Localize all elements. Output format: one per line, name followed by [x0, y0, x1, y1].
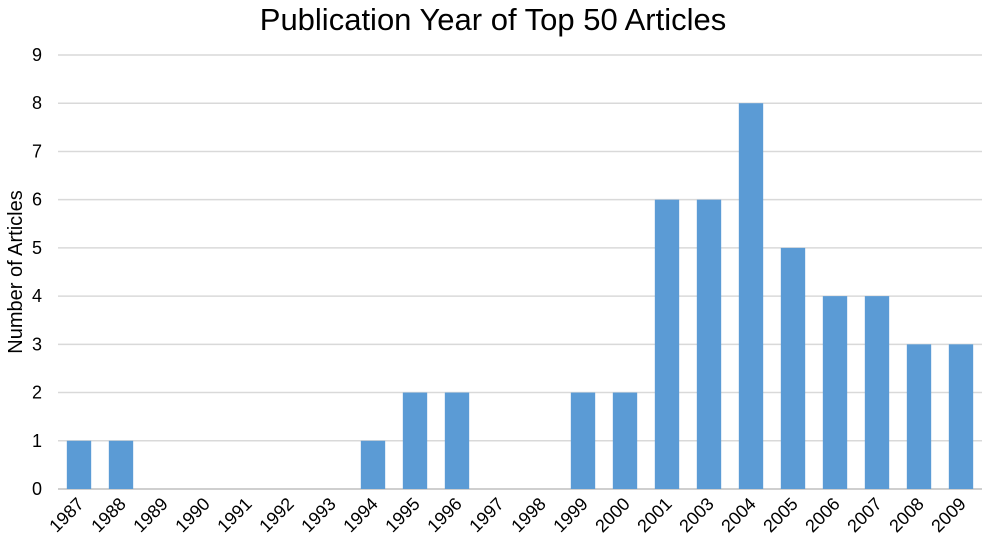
y-tick-label: 5: [32, 238, 42, 258]
x-tick-label: 2003: [675, 494, 717, 536]
y-tick-label: 6: [32, 190, 42, 210]
y-tick-label: 9: [32, 45, 42, 65]
x-tick-label: 2005: [759, 494, 801, 536]
x-tick-label: 2004: [717, 494, 759, 536]
x-tick-label: 1987: [45, 494, 87, 536]
x-axis-ticks: 1987 1988 1989 1990 1991 1992 1993 1994 1995 1996…: [45, 494, 969, 536]
x-tick-label: 1998: [507, 494, 549, 536]
x-tick-label: 1992: [255, 494, 297, 536]
bar-1995: [402, 392, 428, 489]
bar-1996: [444, 392, 470, 489]
y-tick-label: 2: [32, 383, 42, 403]
y-tick-label: 1: [32, 431, 42, 451]
bar-2001: [654, 199, 680, 489]
y-tick-label: 7: [32, 141, 42, 161]
x-tick-label: 1997: [465, 494, 507, 536]
y-tick-label: 8: [32, 93, 42, 113]
bar-2006: [822, 296, 848, 489]
x-tick-label: 2008: [885, 494, 927, 536]
x-tick-label: 2006: [801, 494, 843, 536]
bar-1988: [108, 440, 134, 489]
y-axis-ticks: 0 1 2 3 4 5 6 7 8 9: [32, 45, 42, 499]
y-tick-label: 3: [32, 334, 42, 354]
x-tick-label: 1994: [339, 494, 381, 536]
bar-2005: [780, 247, 806, 489]
x-tick-label: 2007: [843, 494, 885, 536]
x-tick-label: 1996: [423, 494, 465, 536]
gridlines: [58, 54, 982, 490]
bar-2000: [612, 392, 638, 489]
x-tick-label: 2000: [591, 494, 633, 536]
y-tick-label: 0: [32, 479, 42, 499]
x-tick-label: 2001: [633, 494, 675, 536]
bars: [66, 103, 974, 489]
y-tick-label: 4: [32, 286, 42, 306]
x-tick-label: 2009: [927, 494, 969, 536]
x-tick-label: 1999: [549, 494, 591, 536]
bar-2003: [696, 199, 722, 489]
x-tick-label: 1993: [297, 494, 339, 536]
y-axis-label: Number of Articles: [5, 190, 27, 353]
bar-2009: [948, 344, 974, 489]
chart-title: Publication Year of Top 50 Articles: [260, 2, 726, 37]
x-tick-label: 1991: [213, 494, 255, 536]
x-tick-label: 1990: [171, 494, 213, 536]
bar-2004: [738, 103, 764, 489]
bar-2007: [864, 296, 890, 489]
bar-1994: [360, 440, 386, 489]
bar-1987: [66, 440, 92, 489]
x-tick-label: 1988: [87, 494, 129, 536]
x-tick-label: 1989: [129, 494, 171, 536]
x-tick-label: 1995: [381, 494, 423, 536]
bar-2008: [906, 344, 932, 489]
bar-1999: [570, 392, 596, 489]
